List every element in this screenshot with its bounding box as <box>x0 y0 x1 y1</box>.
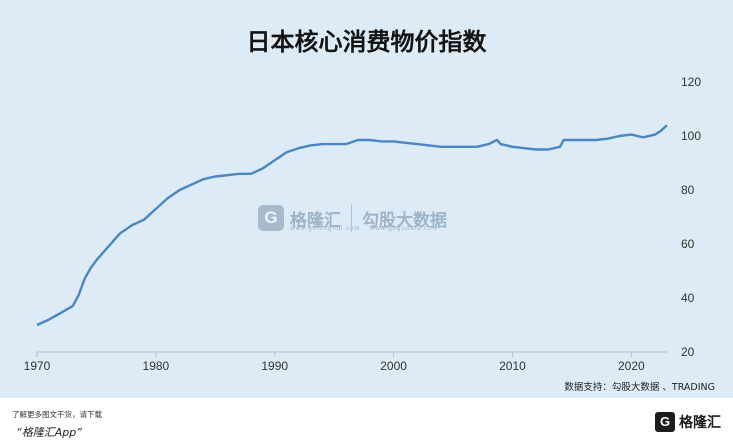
series-line <box>36 124 668 327</box>
footer-brand: 格隆汇 <box>679 415 721 431</box>
watermark: G 格隆汇 勾股大数据 www.gelonghui.com www.goguda… <box>258 200 478 236</box>
watermark-logo-icon: G <box>258 205 284 231</box>
y-tick-label: 20 <box>681 345 695 359</box>
x-tick-label: 1980 <box>143 359 170 373</box>
chart-panel <box>0 0 733 398</box>
watermark-divider <box>351 204 352 232</box>
chart-title: 日本核心消费物价指数 <box>246 28 487 56</box>
watermark-brand-2-sub: www.gogudata.com <box>370 226 439 232</box>
x-tick-label: 1990 <box>261 359 288 373</box>
footer-note: 了解更多图文干货，请下载 <box>12 410 102 419</box>
footer-app-name: “格隆汇App” <box>16 426 82 439</box>
data-source-note: 数据支持：勾股大数据 、TRADING <box>564 382 715 393</box>
x-tick-label: 2010 <box>499 359 526 373</box>
y-tick-label: 120 <box>681 75 701 89</box>
footer-logo: G 格隆汇 <box>655 412 721 432</box>
y-tick-label: 60 <box>681 237 695 251</box>
footer-logo-icon: G <box>655 412 675 432</box>
x-tick-label: 2020 <box>618 359 645 373</box>
watermark-brand-sub: www.gelonghui.com <box>290 226 361 232</box>
y-tick-label: 100 <box>681 129 701 143</box>
y-tick-label: 40 <box>681 291 695 305</box>
x-tick-label: 2000 <box>380 359 407 373</box>
watermark-brand-2: 勾股大数据 <box>362 210 447 231</box>
watermark-brand: 格隆汇 <box>290 210 341 231</box>
y-tick-label: 80 <box>681 183 695 197</box>
x-tick-label: 1970 <box>24 359 51 373</box>
